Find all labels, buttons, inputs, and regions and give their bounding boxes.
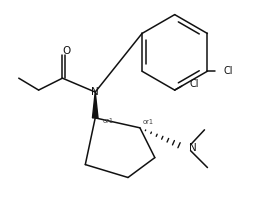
Text: or1: or1 — [102, 118, 113, 124]
Polygon shape — [92, 92, 98, 118]
Text: or1: or1 — [143, 119, 154, 125]
Text: Cl: Cl — [223, 66, 233, 76]
Text: N: N — [91, 87, 99, 97]
Text: O: O — [62, 46, 70, 56]
Text: N: N — [189, 143, 196, 153]
Text: Cl: Cl — [190, 79, 199, 89]
